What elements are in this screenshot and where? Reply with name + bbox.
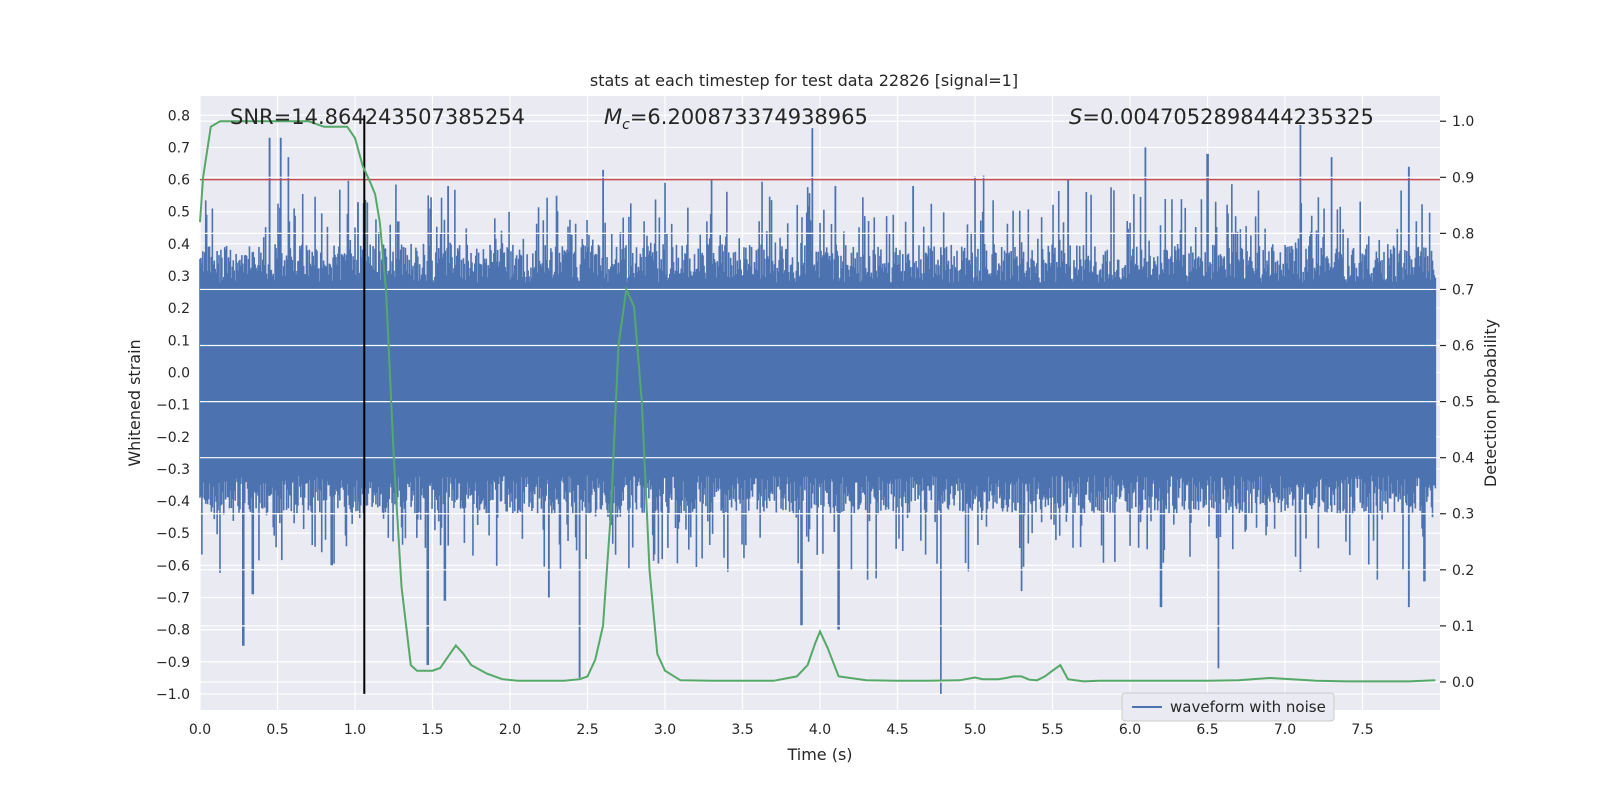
legend: waveform with noise [1121, 692, 1335, 722]
left-y-tick-label: 0.2 [168, 301, 190, 317]
chirp-mass-symbol: M [604, 105, 622, 129]
x-tick-label: 4.0 [809, 722, 831, 738]
chirp-mass-annotation: Mc=6.200873374938965 [604, 105, 868, 133]
right-y-tick-label: 1.0 [1452, 114, 1474, 130]
x-tick-label: 0.5 [266, 722, 288, 738]
left-y-tick-label: −0.7 [156, 590, 190, 606]
x-tick-label: 7.5 [1351, 722, 1373, 738]
probability-series-line [199, 120, 1436, 683]
waveform-series [199, 124, 1437, 694]
chirp-mass-value: =6.200873374938965 [630, 105, 868, 129]
left-y-tick-label: 0.4 [168, 237, 190, 253]
left-y-tick-label: −1.0 [156, 687, 190, 703]
x-tick-label: 0.0 [189, 722, 211, 738]
legend-box [1121, 692, 1335, 722]
x-tick-label: 2.5 [576, 722, 598, 738]
right-y-axis-ticks: 1.0 0.9 0.8 0.7 0.6 0.5 0.4 0.3 0.2 0.1 0.0 [1440, 114, 1474, 691]
right-y-tick-label: 0.5 [1452, 395, 1474, 411]
right-y-tick-label: 0.0 [1452, 675, 1474, 691]
spin-annotation: S=0.0047052898444235325 [1069, 105, 1374, 129]
right-y-tick-label: 0.7 [1452, 282, 1474, 298]
left-y-tick-label: −0.8 [156, 623, 190, 639]
x-tick-label: 2.0 [499, 722, 521, 738]
x-tick-label: 4.5 [886, 722, 908, 738]
right-y-tick-label: 0.4 [1452, 451, 1474, 467]
left-y-tick-label: −0.9 [156, 655, 190, 671]
right-y-tick-label: 0.6 [1452, 339, 1474, 355]
left-y-tick-label: −0.3 [156, 462, 190, 478]
x-tick-label: 1.5 [421, 722, 443, 738]
spin-symbol: S [1069, 105, 1082, 129]
left-y-tick-label: 0.7 [168, 140, 190, 156]
x-tick-label: 3.5 [731, 722, 753, 738]
x-axis-label: Time (s) [786, 745, 852, 764]
right-y-tick-label: 0.2 [1452, 563, 1474, 579]
left-y-tick-label: 0.8 [168, 108, 190, 124]
left-y-tick-label: 0.5 [168, 205, 190, 221]
left-y-tick-label: −0.4 [156, 494, 190, 510]
snr-annotation: SNR=14.864243507385254 [230, 105, 525, 129]
x-tick-label: 6.5 [1196, 722, 1218, 738]
left-y-axis-label: Whitened strain [125, 339, 144, 466]
left-y-tick-label: 0.1 [168, 333, 190, 349]
x-axis-ticks: 0.0 0.5 1.0 1.5 2.0 2.5 3.0 3.5 4.0 4.5 5.0 5.5 6.0 6… [189, 722, 1374, 738]
x-tick-label: 5.5 [1041, 722, 1063, 738]
right-y-tick-label: 0.8 [1452, 226, 1474, 242]
x-tick-label: 3.0 [654, 722, 676, 738]
right-y-tick-label: 0.9 [1452, 170, 1474, 186]
chart-title: stats at each timestep for test data 228… [590, 71, 1018, 90]
spin-value: =0.0047052898444235325 [1082, 105, 1374, 129]
left-y-tick-label: −0.6 [156, 558, 190, 574]
waveform-trace [199, 124, 1437, 694]
left-y-tick-label: 0.0 [168, 365, 190, 381]
x-tick-label: 1.0 [344, 722, 366, 738]
left-y-tick-label: −0.2 [156, 430, 190, 446]
chirp-mass-subscript: c [622, 117, 630, 133]
right-y-axis-label: Detection probability [1481, 319, 1500, 487]
right-y-tick-label: 0.1 [1452, 619, 1474, 635]
left-y-axis-ticks: 0.8 0.7 0.6 0.5 0.4 0.3 0.2 0.1 0.0 −0.1 −0.2 −0.3 −… [156, 108, 190, 703]
left-y-tick-label: 0.3 [168, 269, 190, 285]
x-tick-label: 5.0 [964, 722, 986, 738]
left-y-tick-label: −0.5 [156, 526, 190, 542]
right-y-tick-label: 0.3 [1452, 507, 1474, 523]
left-y-tick-label: 0.6 [168, 173, 190, 189]
x-tick-label: 6.0 [1119, 722, 1141, 738]
legend-label: waveform with noise [1170, 698, 1326, 716]
x-tick-label: 7.0 [1274, 722, 1296, 738]
right-grid-lines [200, 120, 1440, 683]
left-y-tick-label: −0.1 [156, 398, 190, 414]
